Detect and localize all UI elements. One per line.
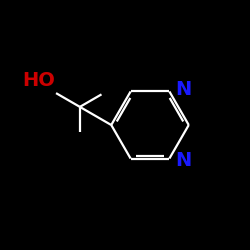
Text: HO: HO	[22, 71, 55, 90]
Text: N: N	[175, 151, 191, 170]
Text: N: N	[175, 80, 191, 99]
